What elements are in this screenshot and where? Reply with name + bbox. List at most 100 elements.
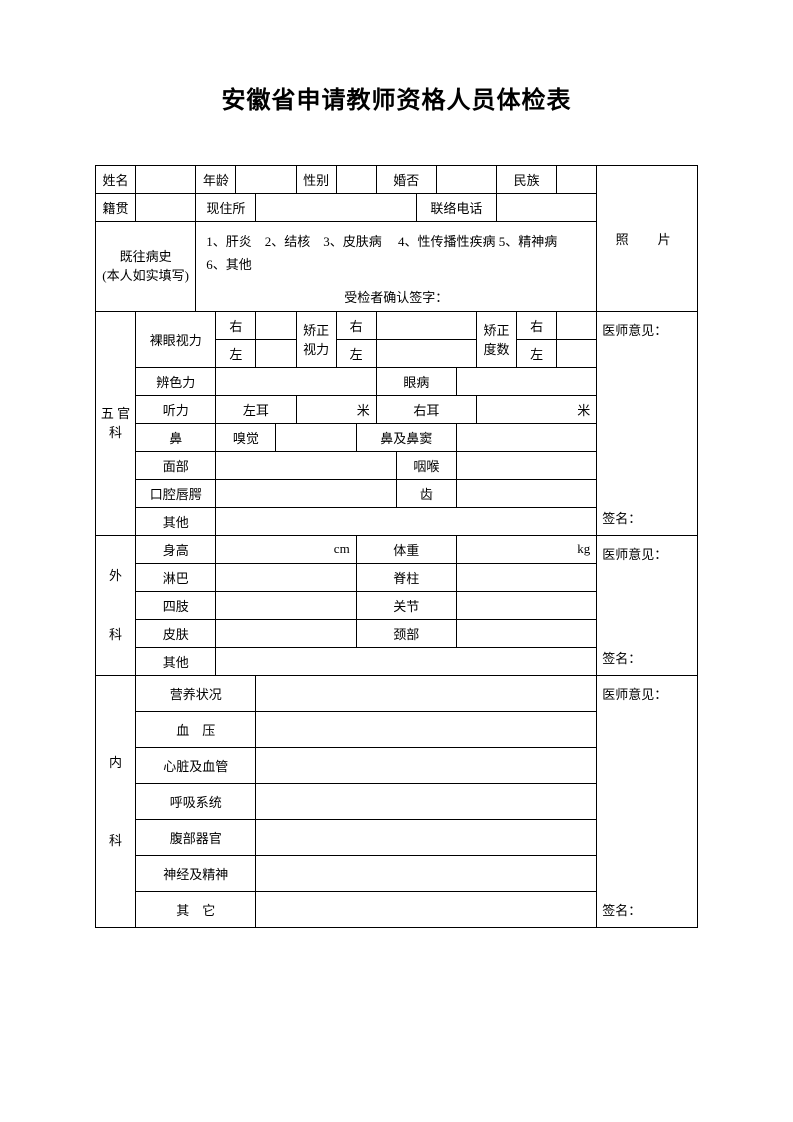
field-phone xyxy=(497,194,597,222)
field-skin xyxy=(216,619,356,647)
label-neck: 颈部 xyxy=(356,619,456,647)
history-options: 1、肝炎 2、结核 3、皮肤病 4、性传播性疾病 5、精神病 6、其他 xyxy=(196,222,597,285)
field-nv-left xyxy=(256,339,296,367)
field-d-left xyxy=(557,339,597,367)
field-cv-left xyxy=(376,339,476,367)
field-abdomen xyxy=(256,819,597,855)
label-hearing: 听力 xyxy=(136,395,216,423)
label-cv-right: 右 xyxy=(336,311,376,339)
surgery-signature: 签名： xyxy=(597,647,698,675)
label-nv-right: 右 xyxy=(216,311,256,339)
dept-internal: 内 科 xyxy=(96,675,136,927)
field-respiratory xyxy=(256,783,597,819)
field-bp xyxy=(256,711,597,747)
label-teeth: 齿 xyxy=(396,479,456,507)
field-surgery-other xyxy=(216,647,597,675)
label-color-vision: 辨色力 xyxy=(136,367,216,395)
field-teeth xyxy=(456,479,596,507)
field-native-place xyxy=(136,194,196,222)
label-ethnicity: 民族 xyxy=(497,166,557,194)
field-weight: kg xyxy=(456,535,596,563)
label-bp: 血 压 xyxy=(136,711,256,747)
label-nv-left: 左 xyxy=(216,339,256,367)
label-cv-left: 左 xyxy=(336,339,376,367)
label-limbs: 四肢 xyxy=(136,591,216,619)
field-nv-right xyxy=(256,311,296,339)
field-d-right xyxy=(557,311,597,339)
history-confirm: 受检者确认签字： xyxy=(196,285,597,312)
page-title: 安徽省申请教师资格人员体检表 xyxy=(95,80,698,115)
label-heart: 心脏及血管 xyxy=(136,747,256,783)
label-native-place: 籍贯 xyxy=(96,194,136,222)
label-sinus: 鼻及鼻窦 xyxy=(356,423,456,451)
field-color-vision xyxy=(216,367,376,395)
surgery-doctor-opinion: 医师意见： xyxy=(597,535,698,647)
field-gender xyxy=(336,166,376,194)
ent-doctor-opinion: 医师意见： xyxy=(597,311,698,507)
label-face: 面部 xyxy=(136,451,216,479)
label-surgery-other: 其他 xyxy=(136,647,216,675)
field-lymph xyxy=(216,563,356,591)
field-neuro xyxy=(256,855,597,891)
ent-signature: 签名： xyxy=(597,507,698,535)
field-right-ear: 米 xyxy=(476,395,596,423)
field-internal-other xyxy=(256,891,597,927)
photo-box: 照 片 xyxy=(597,166,698,312)
field-cv-right xyxy=(376,311,476,339)
field-ethnicity xyxy=(557,166,597,194)
label-lymph: 淋巴 xyxy=(136,563,216,591)
label-internal-other: 其 它 xyxy=(136,891,256,927)
field-joints xyxy=(456,591,596,619)
field-name xyxy=(136,166,196,194)
internal-doctor-opinion: 医师意见： xyxy=(597,675,698,891)
label-corrected-vision: 矫正视力 xyxy=(296,311,336,367)
label-history: 既往病史 (本人如实填写) xyxy=(96,222,196,312)
label-age: 年龄 xyxy=(196,166,236,194)
label-gender: 性别 xyxy=(296,166,336,194)
field-sinus xyxy=(456,423,596,451)
field-ent-other xyxy=(216,507,597,535)
label-height: 身高 xyxy=(136,535,216,563)
label-oral: 口腔唇腭 xyxy=(136,479,216,507)
label-spine: 脊柱 xyxy=(356,563,456,591)
label-joints: 关节 xyxy=(356,591,456,619)
label-address: 现住所 xyxy=(196,194,256,222)
field-left-ear: 米 xyxy=(296,395,376,423)
dept-ent: 五 官 科 xyxy=(96,311,136,535)
label-marriage: 婚否 xyxy=(376,166,436,194)
label-skin: 皮肤 xyxy=(136,619,216,647)
medical-form-table: 姓名 年龄 性别 婚否 民族 照 片 籍贯 现住所 联络电话 既往病史 (本人如… xyxy=(95,165,698,928)
label-eye-disease: 眼病 xyxy=(376,367,456,395)
internal-signature: 签名： xyxy=(597,891,698,927)
label-d-left: 左 xyxy=(517,339,557,367)
label-nose: 鼻 xyxy=(136,423,216,451)
field-face xyxy=(216,451,396,479)
label-phone: 联络电话 xyxy=(416,194,496,222)
label-name: 姓名 xyxy=(96,166,136,194)
label-naked-vision: 裸眼视力 xyxy=(136,311,216,367)
field-spine xyxy=(456,563,596,591)
label-nutrition: 营养状况 xyxy=(136,675,256,711)
label-respiratory: 呼吸系统 xyxy=(136,783,256,819)
field-oral xyxy=(216,479,396,507)
field-nutrition xyxy=(256,675,597,711)
label-ent-other: 其他 xyxy=(136,507,216,535)
label-throat: 咽喉 xyxy=(396,451,456,479)
label-diopter: 矫正度数 xyxy=(476,311,516,367)
field-address xyxy=(256,194,416,222)
field-eye-disease xyxy=(456,367,596,395)
field-limbs xyxy=(216,591,356,619)
field-heart xyxy=(256,747,597,783)
label-right-ear: 右耳 xyxy=(376,395,476,423)
field-height: cm xyxy=(216,535,356,563)
label-d-right: 右 xyxy=(517,311,557,339)
field-neck xyxy=(456,619,596,647)
label-neuro: 神经及精神 xyxy=(136,855,256,891)
label-weight: 体重 xyxy=(356,535,456,563)
label-smell: 嗅觉 xyxy=(216,423,276,451)
dept-surgery: 外 科 xyxy=(96,535,136,675)
field-smell xyxy=(276,423,356,451)
label-left-ear: 左耳 xyxy=(216,395,296,423)
field-age xyxy=(236,166,296,194)
field-marriage xyxy=(436,166,496,194)
